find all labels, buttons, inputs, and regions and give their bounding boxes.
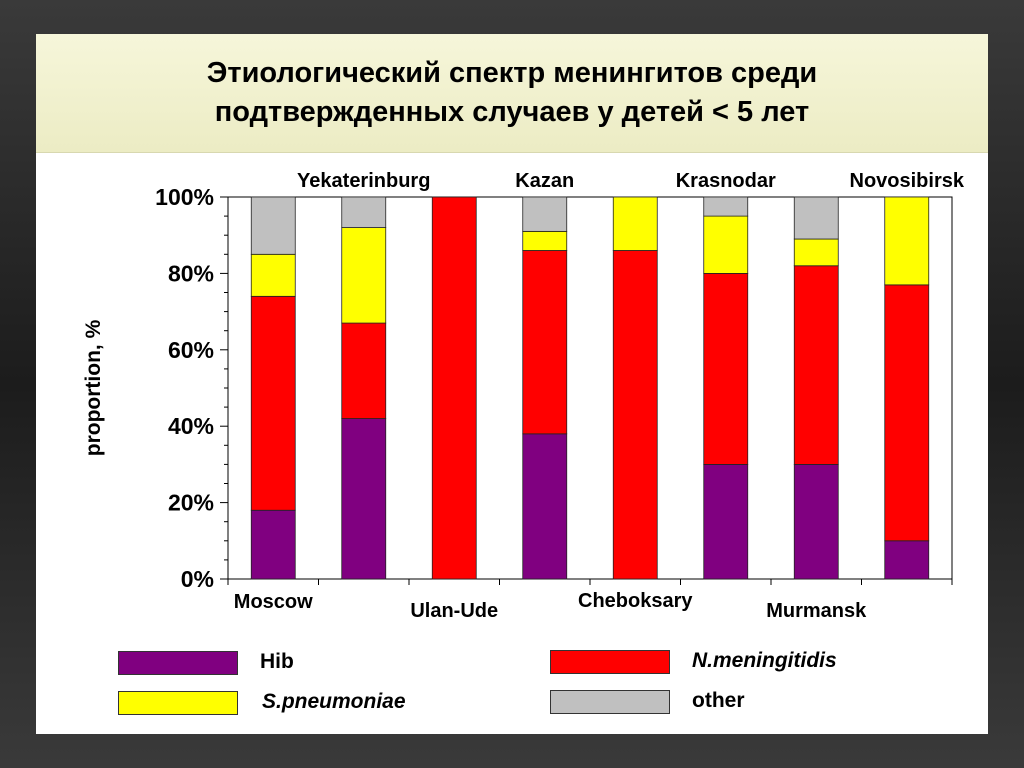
slide-title: Этиологический спектр менингитов среди п… — [76, 54, 948, 132]
x-category-label: Yekaterinburg — [297, 170, 430, 192]
bar-segment — [522, 250, 568, 435]
y-tick-label: 20% — [168, 490, 214, 516]
slide: Этиологический спектр менингитов среди п… — [36, 34, 988, 734]
bar-segment — [793, 265, 839, 465]
bar-segment — [703, 272, 749, 465]
bar-segment — [703, 196, 749, 217]
x-category-label: Moscow — [234, 591, 313, 613]
bar-segment — [522, 230, 568, 251]
legend-label-other: other — [692, 689, 745, 712]
legend-label-hib: Hib — [260, 650, 294, 673]
legend-swatch-other — [550, 690, 670, 714]
bar-segment — [522, 196, 568, 232]
y-axis-label: proportion, % — [82, 319, 105, 456]
bar-segment — [341, 227, 387, 324]
bar-segment — [522, 433, 568, 580]
legend-label-spneumoniae: S.pneumoniae — [262, 690, 406, 713]
legend-label-nmeningitidis: N.meningitidis — [692, 649, 837, 672]
y-tick-label: 0% — [181, 566, 214, 592]
bar-segment — [250, 253, 296, 297]
bar-segment — [884, 540, 930, 580]
title-line-2: подтвержденных случаев у детей < 5 лет — [214, 96, 810, 128]
y-tick-label: 60% — [168, 337, 214, 363]
bar-segment — [341, 196, 387, 228]
y-tick-label: 100% — [155, 184, 214, 210]
legend-swatch-spneumoniae — [118, 691, 238, 715]
plot-area — [227, 196, 953, 580]
x-category-label: Novosibirsk — [850, 170, 965, 192]
x-category-label: Kazan — [515, 170, 574, 192]
bar-segment — [612, 250, 658, 580]
bar-segment — [250, 509, 296, 580]
bar-segment — [884, 284, 930, 542]
bar-segment — [793, 238, 839, 267]
bar-segment — [431, 196, 477, 580]
legend-swatch-nmeningitidis — [550, 650, 670, 674]
bar-segment — [612, 196, 658, 251]
x-category-label: Murmansk — [766, 600, 867, 622]
title-band: Этиологический спектр менингитов среди п… — [36, 34, 988, 153]
stacked-bar-chart: 0% 20% 40% 60% 80% 100% proportion, % Moscow Yek… — [82, 170, 965, 622]
x-category-label: Cheboksary — [578, 590, 693, 612]
bar-segment — [250, 295, 296, 511]
title-line-1: Этиологический спектр менингитов среди — [206, 57, 818, 89]
bar-segment — [703, 215, 749, 274]
legend-swatch-hib — [118, 651, 238, 675]
bar-segment — [793, 196, 839, 240]
bar-segment — [884, 196, 930, 286]
x-category-label: Krasnodar — [676, 170, 776, 192]
x-category-label: Ulan-Ude — [410, 600, 498, 622]
bar-segment — [793, 463, 839, 580]
bar-segment — [703, 463, 749, 580]
bar-segment — [341, 418, 387, 580]
y-tick-label: 80% — [168, 260, 214, 286]
bar-segment — [341, 322, 387, 419]
bar-segment — [250, 196, 296, 255]
y-tick-label: 40% — [168, 413, 214, 439]
